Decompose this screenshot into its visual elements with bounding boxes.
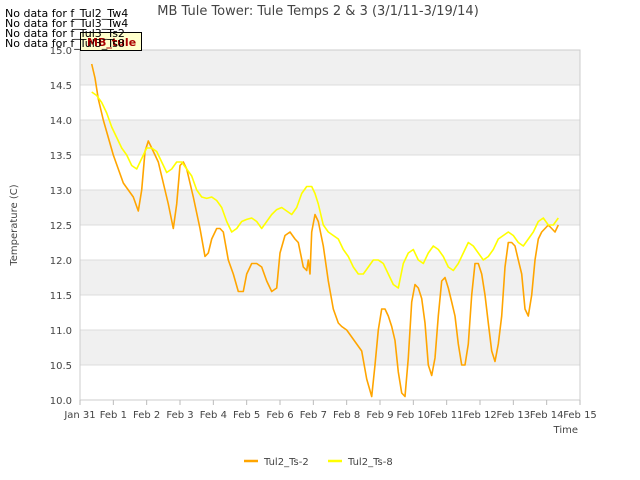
y-tick-label: 10.0 — [50, 396, 72, 407]
plot-band — [80, 225, 580, 260]
plot-bands — [80, 50, 580, 400]
y-tick-label: 13.0 — [50, 186, 72, 197]
x-tick-label: Feb 15 — [563, 410, 597, 421]
x-tick-label: Feb 13 — [497, 410, 531, 421]
x-tick-label: Feb 9 — [366, 410, 393, 421]
plot-band — [80, 155, 580, 190]
y-tick-label: 12.5 — [50, 221, 72, 232]
legend-label: Tul2_Ts-2 — [263, 457, 309, 468]
plot-frame — [79, 49, 581, 401]
legend-label: Tul2_Ts-8 — [347, 457, 393, 468]
no-data-message: No data for f_Tul3_Ts2 — [5, 27, 125, 40]
x-axis-label: Time — [553, 425, 578, 436]
y-tick-label: 14.0 — [50, 116, 72, 127]
x-tick-label: Feb 4 — [200, 410, 227, 421]
x-tick-label: Feb 11 — [430, 410, 464, 421]
x-tick-label: Feb 3 — [166, 410, 193, 421]
plot-band — [80, 330, 580, 365]
chart-title: MB Tule Tower: Tule Temps 2 & 3 (3/1/11-… — [157, 4, 479, 19]
site-tag-label: MB_tule — [87, 36, 137, 49]
y-axis: 10.0 10.5 11.0 11.5 12.0 12.5 13.0 13.5 14.0 14.5… — [50, 46, 72, 407]
y-tick-label: 14.5 — [50, 81, 72, 92]
y-axis-label: Temperature (C) — [9, 184, 20, 266]
y-tick-label: 10.5 — [50, 361, 72, 372]
series-lines — [90, 63, 560, 398]
x-tick-label: Feb 1 — [100, 410, 127, 421]
plot-band — [80, 120, 580, 155]
x-tick-label: Feb 12 — [463, 410, 497, 421]
y-tick-label: 12.0 — [50, 256, 72, 267]
y-tick-label: 13.5 — [50, 151, 72, 162]
y-tick-label: 11.0 — [50, 326, 72, 337]
plot-band — [80, 365, 580, 400]
no-data-message: No data for f_Tul2_Tw4 — [5, 7, 129, 20]
site-tag: MB_tule — [80, 32, 142, 51]
x-tick-label: Feb 5 — [233, 410, 260, 421]
plot-band — [80, 295, 580, 330]
no-data-message: No data for f_Tul3_Ts8 — [5, 37, 125, 50]
plot-band — [80, 50, 580, 85]
x-tick-label: Feb 7 — [300, 410, 327, 421]
y-tick-label: 15.0 — [50, 46, 72, 57]
x-tick-label: Feb 10 — [397, 410, 431, 421]
series-line-1 — [91, 91, 559, 289]
legend: Tul2_Ts-2 Tul2_Ts-8 — [244, 457, 393, 468]
x-tick-label: Feb 14 — [530, 410, 564, 421]
x-tick-label: Feb 8 — [333, 410, 360, 421]
x-axis: Jan 31 Feb 1 Feb 2 Feb 3 Feb 4 Feb 5 Feb 6 Feb … — [63, 400, 597, 421]
no-data-message: No data for f_Tul3_Tw4 — [5, 17, 129, 30]
plot-band — [80, 85, 580, 120]
plot-band — [80, 190, 580, 225]
x-tick-label: Jan 31 — [63, 410, 95, 421]
y-tick-label: 11.5 — [50, 291, 72, 302]
x-tick-label: Feb 6 — [266, 410, 293, 421]
series-line-0 — [90, 63, 560, 398]
x-tick-label: Feb 2 — [133, 410, 160, 421]
